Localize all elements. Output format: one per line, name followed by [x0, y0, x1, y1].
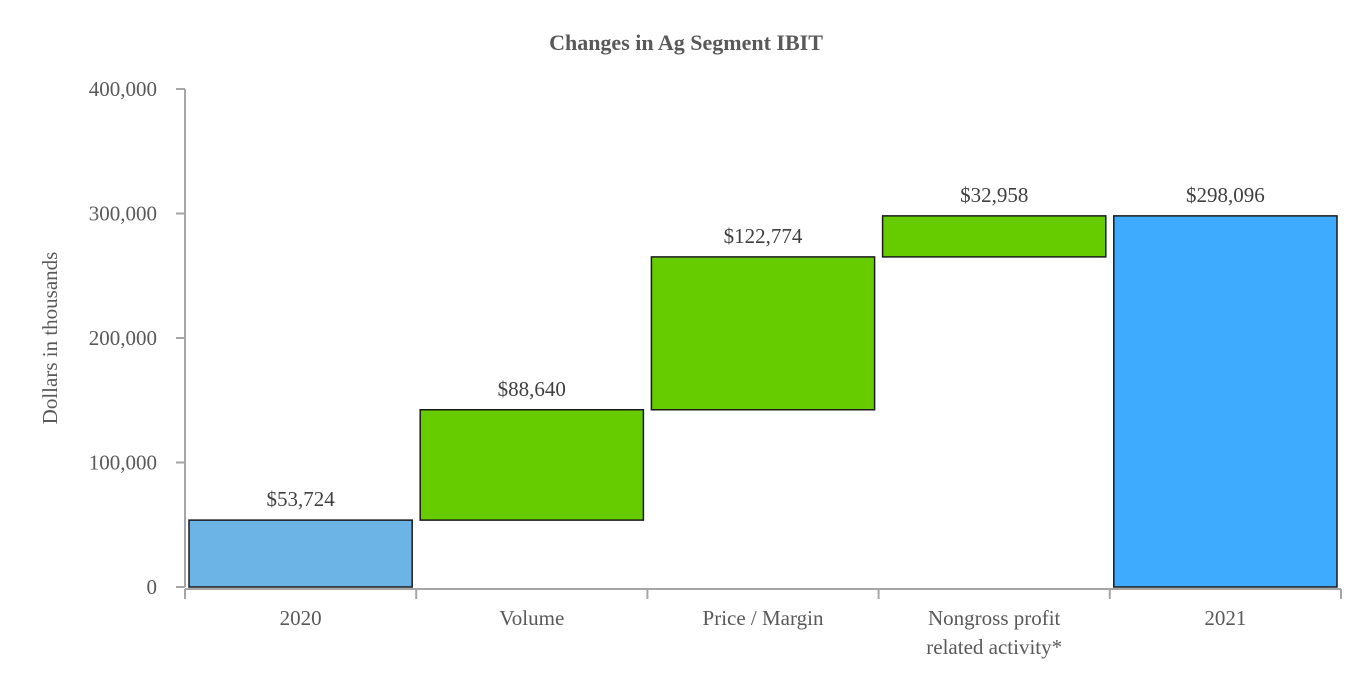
chart-title: Changes in Ag Segment IBIT [549, 30, 823, 55]
x-category-label: related activity* [926, 635, 1062, 659]
data-label: $88,640 [498, 377, 566, 401]
bar-nongross-profit-related-activity [881, 215, 1107, 258]
x-category-label: Price / Margin [703, 606, 824, 630]
bar-volume [419, 409, 645, 521]
bar-2020 [188, 519, 413, 588]
plot-area: 0 100,000 200,000 300,000 400,000 $53,724 2020… [89, 77, 1342, 659]
y-tick-label: 200,000 [89, 326, 157, 350]
x-category-label: Nongross profit [928, 606, 1061, 630]
bar-price-margin [650, 256, 876, 411]
data-label: $122,774 [724, 224, 803, 248]
y-tick-label: 400,000 [89, 77, 157, 101]
y-tick-label: 0 [147, 575, 158, 599]
x-category-label: 2020 [280, 606, 322, 630]
data-label: $32,958 [960, 183, 1028, 207]
x-category-label: 2021 [1204, 606, 1246, 630]
data-label: $298,096 [1186, 183, 1265, 207]
y-tick-label: 300,000 [89, 202, 157, 226]
x-category-label: Volume [499, 606, 564, 630]
data-label: $53,724 [266, 487, 335, 511]
y-axis-title: Dollars in thousands [38, 252, 62, 425]
bar-2021 [1113, 215, 1338, 588]
y-tick-label: 100,000 [89, 451, 157, 475]
